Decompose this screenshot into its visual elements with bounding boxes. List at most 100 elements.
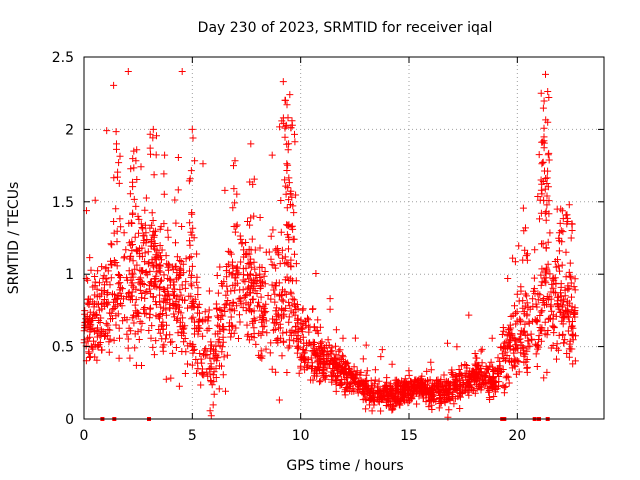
data-point xyxy=(507,336,515,344)
data-point xyxy=(456,383,464,391)
data-point xyxy=(488,378,495,386)
data-point xyxy=(126,190,134,198)
data-point xyxy=(363,367,371,375)
data-point xyxy=(178,348,186,355)
data-point xyxy=(120,229,128,237)
data-point xyxy=(262,300,270,308)
data-point xyxy=(444,393,452,401)
data-point xyxy=(269,315,276,323)
data-point xyxy=(162,311,170,319)
data-point xyxy=(281,259,289,267)
data-point xyxy=(245,305,253,313)
data-point xyxy=(83,299,91,307)
x-tick-label: 20 xyxy=(508,428,526,444)
data-point xyxy=(81,307,89,315)
data-point xyxy=(555,247,563,255)
data-point xyxy=(134,328,142,336)
data-point xyxy=(236,311,243,319)
data-point xyxy=(229,281,237,289)
data-point xyxy=(106,309,114,317)
data-point xyxy=(561,286,569,294)
data-point xyxy=(339,334,347,342)
data-point xyxy=(567,323,575,331)
data-point xyxy=(123,276,131,284)
data-point xyxy=(327,344,335,352)
data-point xyxy=(229,264,237,272)
data-point xyxy=(137,163,145,171)
data-point xyxy=(440,371,448,379)
data-point xyxy=(427,366,435,374)
data-point xyxy=(395,378,403,386)
data-point xyxy=(285,233,293,241)
data-point xyxy=(294,338,302,346)
data-point xyxy=(569,324,577,332)
data-point xyxy=(244,301,252,309)
data-point xyxy=(188,361,196,369)
data-point xyxy=(172,219,180,227)
data-point xyxy=(112,128,120,136)
data-point xyxy=(255,298,262,306)
data-point xyxy=(243,291,251,299)
data-point xyxy=(456,390,464,398)
y-tick-label: 2 xyxy=(65,122,74,138)
data-point xyxy=(332,342,339,350)
data-point xyxy=(203,368,211,376)
data-point xyxy=(267,232,275,240)
data-point xyxy=(220,304,228,312)
data-point xyxy=(246,285,254,293)
data-point xyxy=(178,328,186,336)
data-point xyxy=(89,345,97,353)
data-point xyxy=(175,272,183,279)
data-point xyxy=(272,368,280,376)
data-point xyxy=(232,274,240,282)
data-point xyxy=(328,378,336,386)
data-point xyxy=(201,346,209,354)
data-point xyxy=(173,253,181,261)
data-point xyxy=(138,244,146,252)
data-point xyxy=(239,286,247,294)
data-point xyxy=(218,282,226,290)
data-point xyxy=(103,291,111,299)
data-point xyxy=(207,412,215,420)
data-point xyxy=(127,252,135,260)
data-point xyxy=(206,354,214,362)
data-point xyxy=(142,269,150,277)
data-point xyxy=(511,363,519,371)
data-point xyxy=(140,239,148,247)
data-point xyxy=(367,385,375,393)
data-point xyxy=(193,250,201,258)
data-point xyxy=(536,196,544,204)
data-point xyxy=(537,271,545,279)
data-point xyxy=(243,321,251,329)
data-point xyxy=(459,376,467,384)
data-point xyxy=(293,342,301,350)
data-point xyxy=(188,209,196,217)
data-point xyxy=(96,339,104,346)
data-point xyxy=(277,228,285,236)
data-point xyxy=(129,210,137,218)
data-point xyxy=(116,215,124,223)
data-point xyxy=(435,404,443,412)
data-point xyxy=(216,362,223,370)
data-point xyxy=(236,318,244,326)
data-point xyxy=(211,330,219,338)
data-point xyxy=(273,304,281,312)
data-point xyxy=(283,204,291,212)
data-point xyxy=(564,308,572,316)
data-point xyxy=(246,260,254,268)
data-point xyxy=(133,146,141,154)
data-point xyxy=(517,317,525,325)
data-point xyxy=(287,307,295,315)
data-point xyxy=(374,384,382,392)
data-point xyxy=(538,265,546,273)
data-point xyxy=(531,246,539,254)
data-point xyxy=(225,326,233,334)
data-point xyxy=(84,337,92,345)
data-point xyxy=(517,330,525,338)
data-point xyxy=(209,401,217,409)
data-point xyxy=(173,316,181,324)
data-point xyxy=(84,276,92,284)
data-point xyxy=(203,351,211,358)
data-point xyxy=(523,299,531,307)
y-tick-label: 1 xyxy=(65,267,74,283)
